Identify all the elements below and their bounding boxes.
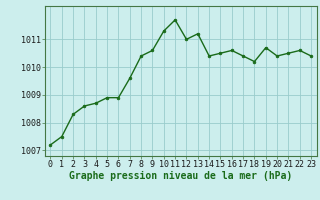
X-axis label: Graphe pression niveau de la mer (hPa): Graphe pression niveau de la mer (hPa) — [69, 171, 292, 181]
